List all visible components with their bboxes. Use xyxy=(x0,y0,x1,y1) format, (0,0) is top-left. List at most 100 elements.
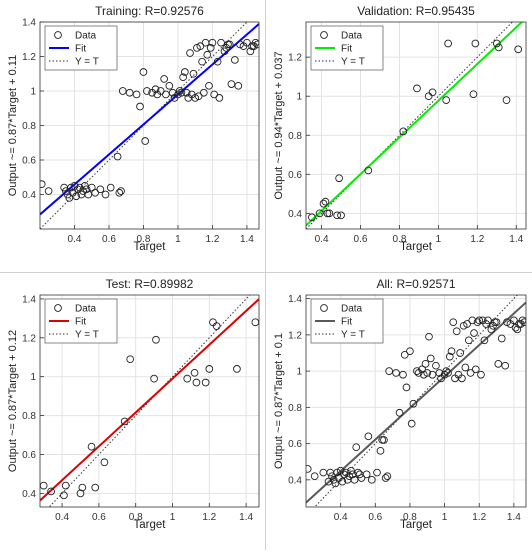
chart-3-data-point xyxy=(471,365,480,374)
chart-0-data-point xyxy=(227,80,236,88)
chart-0-data-point xyxy=(151,85,160,94)
chart-0-data-point xyxy=(44,187,53,195)
chart-1-data-layer xyxy=(306,22,524,229)
chart-2-data-point xyxy=(60,491,68,500)
chart-0-data-point xyxy=(84,190,93,199)
chart-2-identity-line xyxy=(48,295,251,507)
chart-0-data-point xyxy=(106,183,115,192)
chart-1-ytick-label: 0.6 xyxy=(288,170,302,181)
chart-1-legend-label: Y = T xyxy=(341,57,365,68)
chart-3-data-point xyxy=(402,383,411,392)
chart-0-data-point xyxy=(82,185,91,194)
chart-1-ytick-label: 1 xyxy=(296,92,302,103)
chart-0-xlabel: Target xyxy=(134,241,167,253)
chart-3-data-point xyxy=(463,320,471,328)
chart-2-data-point xyxy=(91,483,100,492)
chart-2-data-point xyxy=(61,481,70,490)
chart-1-data-point xyxy=(444,39,452,48)
chart-3-data-point xyxy=(357,474,366,482)
chart-2-data-point xyxy=(190,368,199,377)
chart-1-data-point xyxy=(469,90,478,99)
chart-0-xtick-label: 0.6 xyxy=(102,234,116,245)
all-panel: All: R=0.92571 0.4 0.6 0.8 1 1.2 1.4 0.4 0.6 0.8 1… xyxy=(266,273,532,550)
chart-2-ytick-label: 1 xyxy=(30,372,36,383)
chart-0-data-point xyxy=(231,56,239,64)
chart-3-data-point xyxy=(347,466,355,475)
chart-3-ytick-label: 1.2 xyxy=(288,330,302,341)
chart-3-data-point xyxy=(329,475,338,484)
chart-3-data-point xyxy=(449,318,458,327)
chart-3-xtick-label: 1.4 xyxy=(507,512,521,523)
chart-0-xtick-label: 1.4 xyxy=(240,234,254,245)
chart-0-legend-label: Fit xyxy=(75,44,86,55)
chart-3-legend-data-marker xyxy=(320,304,328,312)
chart-1-data-point xyxy=(323,209,332,218)
chart-3-xtick-label: 0.4 xyxy=(334,512,348,523)
chart-0-data-point xyxy=(136,102,144,111)
chart-0-data-layer xyxy=(40,22,259,229)
chart-3-legend-label: Fit xyxy=(341,317,352,328)
chart-2-xlabel: Target xyxy=(134,519,167,531)
chart-2-xtick-label: 0.6 xyxy=(92,512,106,523)
chart-0-data-point xyxy=(203,50,212,59)
chart-0-data-point xyxy=(198,57,206,66)
vertical-divider xyxy=(265,0,266,550)
chart-0-axes-box xyxy=(39,21,260,230)
chart-3-xtick-label: 0.6 xyxy=(368,512,382,523)
chart-2-legend-data-marker xyxy=(54,304,62,312)
chart-1-data-point xyxy=(492,39,501,48)
chart-1-legend-label: Data xyxy=(341,31,363,42)
chart-1-ytick-label: 1.2 xyxy=(288,53,302,64)
chart-3-data-point xyxy=(392,369,400,377)
chart-3-legend-label: Data xyxy=(341,304,363,315)
chart-3-data-point xyxy=(494,360,503,368)
chart-0-data-point xyxy=(199,88,208,97)
chart-3-ytick-label: 0.6 xyxy=(288,439,302,450)
training-panel: Training: R=0.92576 0.4 0.6 0.8 1 1.2 1.4 0.4 0.… xyxy=(0,0,265,272)
chart-3-data-point xyxy=(520,318,526,327)
chart-1-data-point xyxy=(424,92,433,101)
chart-0-data-point xyxy=(168,88,177,97)
chart-2-ylabel: Output ~= 0.87*Target + 0.12 xyxy=(7,330,19,472)
chart-3-data-point xyxy=(423,369,432,377)
chart-3-data-point xyxy=(435,369,444,377)
chart-3-data-point xyxy=(473,318,482,327)
chart-0-data-point xyxy=(213,57,222,66)
chart-2-legend-label: Fit xyxy=(75,317,86,328)
chart-0-data-point xyxy=(215,94,224,102)
chart-3-data-point xyxy=(352,443,361,452)
chart-0-ytick-label: 1.4 xyxy=(22,18,36,29)
chart-3-xtick-label: 1.2 xyxy=(472,512,486,523)
chart-3-data-point xyxy=(501,361,510,370)
chart-0-legend-label: Data xyxy=(75,31,97,42)
chart-0-data-point xyxy=(139,68,148,76)
chart-2-data-point xyxy=(78,483,87,492)
chart-3-data-point xyxy=(482,320,491,328)
chart-0-data-point xyxy=(132,90,141,99)
chart-0-data-point xyxy=(208,38,217,47)
chart-3-data-point xyxy=(306,465,312,473)
chart-0-data-point xyxy=(96,185,105,194)
chart-0-legend: Data Fit Y = T xyxy=(44,25,118,71)
chart-3-data-point xyxy=(399,370,407,379)
chart-0-xtick-label: 0.8 xyxy=(137,234,151,245)
chart-0-xtick-label: 1.2 xyxy=(205,234,219,245)
chart-3-data-point xyxy=(383,472,392,481)
chart-1-legend-data-marker xyxy=(320,31,328,39)
chart-3-legend-label: Y = T xyxy=(341,330,365,341)
chart-1-xtick-label: 0.6 xyxy=(354,234,368,245)
chart-1-data-point xyxy=(307,213,316,222)
chart-0-data-point xyxy=(196,42,205,51)
chart-0-ytick-label: 0.4 xyxy=(22,190,36,201)
chart-1-data-point xyxy=(399,127,408,136)
chart-2-data-point xyxy=(212,322,221,330)
chart-0-data-point xyxy=(40,180,46,188)
chart-3-data-point xyxy=(350,475,359,484)
chart-1-data-point xyxy=(337,211,345,220)
chart-0-data-point xyxy=(186,49,194,57)
chart-0-legend-label: Y = T xyxy=(75,57,99,68)
chart-0-data-point xyxy=(125,88,134,97)
chart-0-data-point xyxy=(72,192,81,201)
chart-3-data-point xyxy=(324,477,333,486)
chart-0-ylabel: Output ~= 0.87*Target + 0.11 xyxy=(7,55,19,196)
